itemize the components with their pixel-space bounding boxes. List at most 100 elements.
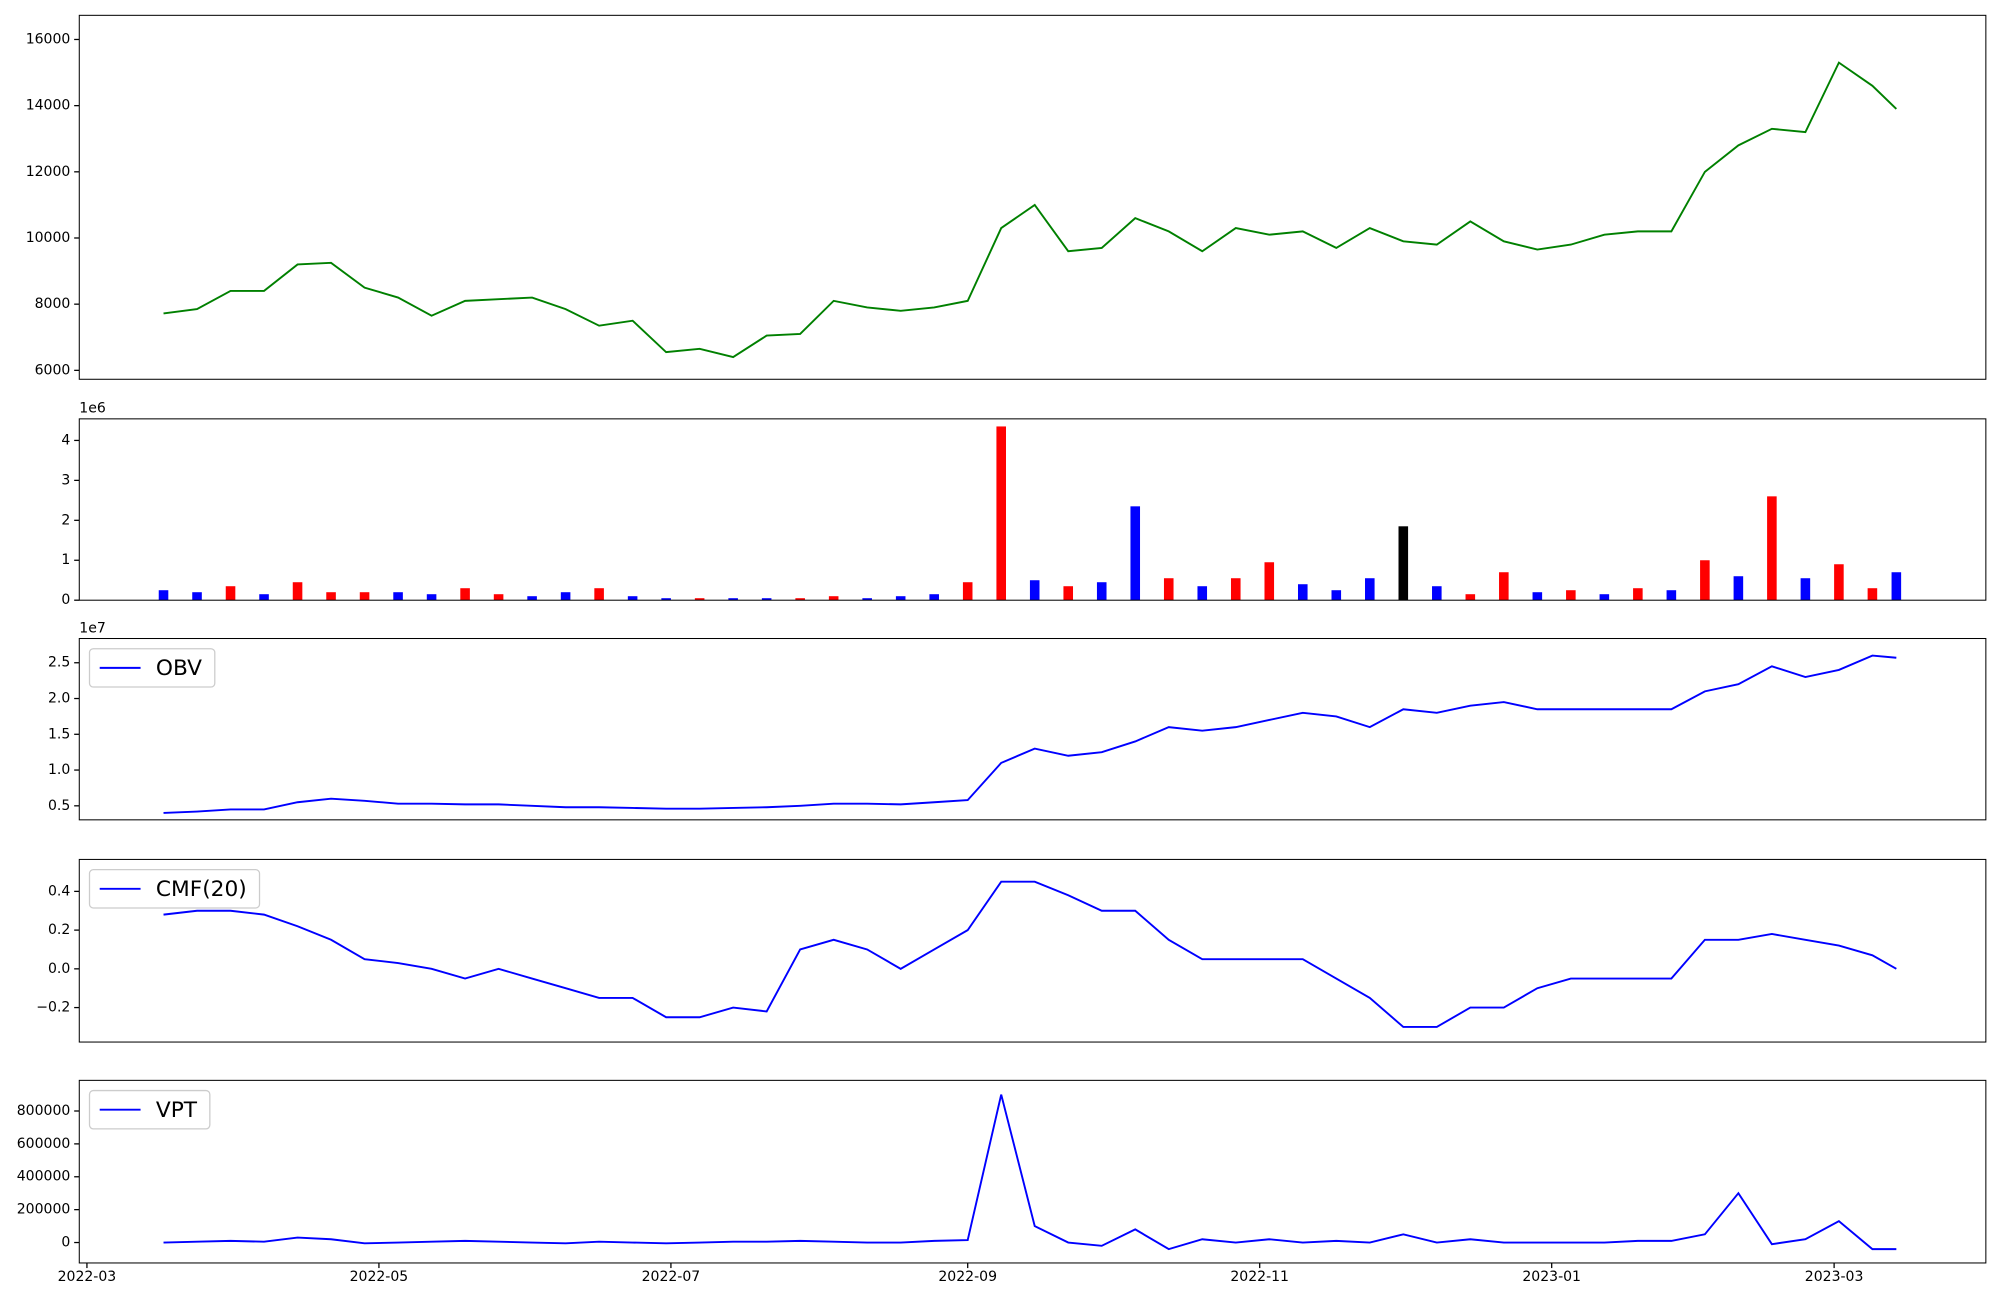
y-tick-label: 2.0 [48, 691, 70, 707]
legend-label: CMF(20) [156, 877, 247, 902]
offset-text: 1e7 [79, 620, 106, 636]
y-tick-label: 1.5 [48, 726, 70, 742]
volume-bar [996, 426, 1006, 601]
x-tick-label: 2022-03 [58, 1269, 117, 1285]
volume-bar [627, 596, 638, 601]
volume-bar [862, 598, 872, 601]
volume-bar [1891, 572, 1902, 601]
volume-bar [359, 592, 370, 601]
axes-frame [78, 637, 1987, 821]
data-line [163, 654, 1897, 814]
y-tick-label: 600000 [17, 1136, 71, 1152]
volume-bar [1499, 572, 1509, 601]
volume-bar [795, 598, 805, 601]
y-tick-label: 1.0 [48, 762, 70, 778]
y-tick-label: 12000 [26, 164, 71, 180]
y-tick-label: 2.5 [48, 655, 70, 671]
y-tick-label: 0.4 [48, 883, 70, 899]
legend-box [88, 1089, 211, 1130]
y-tick-label: 0.2 [48, 922, 70, 938]
axes-frame [78, 858, 1987, 1043]
volume-bar [594, 588, 604, 601]
y-tick-label: 14000 [26, 98, 71, 114]
y-tick-label: 0.0 [48, 961, 70, 977]
volume-bar [728, 598, 738, 601]
axes-frame [78, 1079, 1987, 1264]
volume-bar [962, 582, 973, 601]
legend-label: OBV [156, 656, 202, 681]
volume-bar [326, 592, 336, 601]
volume-bar [1834, 564, 1844, 601]
volume-bar [1733, 576, 1744, 601]
volume-bar [1432, 586, 1442, 601]
volume-bar [426, 594, 437, 601]
volume-bar [1800, 578, 1811, 601]
legend-label: VPT [156, 1098, 198, 1123]
axes-frame [78, 14, 1987, 380]
volume-bar [1532, 592, 1543, 601]
legend-box [88, 869, 261, 909]
volume-bar [1230, 578, 1241, 601]
volume-bar [292, 582, 303, 601]
volume-bar [1063, 586, 1074, 601]
y-tick-label: 0.5 [48, 798, 70, 814]
volume-bar [1130, 506, 1141, 601]
volume-bar [828, 596, 839, 601]
y-tick-label: 6000 [35, 362, 71, 378]
x-tick-label: 2022-07 [642, 1269, 701, 1285]
y-tick-label: 400000 [17, 1169, 71, 1185]
volume-bar [1297, 584, 1308, 601]
axes-frame [78, 418, 1987, 601]
volume-bar [1197, 586, 1208, 601]
y-tick-label: 1 [61, 552, 70, 568]
volume-bar [493, 594, 504, 601]
legend-box [88, 648, 216, 688]
volume-bar [1633, 588, 1643, 601]
volume-bar [694, 598, 705, 601]
y-tick-label: 4 [61, 432, 70, 448]
y-tick-label: −0.2 [36, 1000, 70, 1016]
y-tick-label: 800000 [17, 1103, 71, 1119]
volume-bar [225, 586, 236, 601]
x-tick-label: 2022-05 [350, 1269, 409, 1285]
data-line [163, 880, 1897, 1028]
volume-bar [1398, 526, 1409, 601]
volume-bar [1264, 562, 1275, 601]
y-tick-label: 0 [61, 1235, 70, 1251]
volume-bar [1331, 590, 1342, 601]
offset-text: 1e6 [79, 401, 106, 417]
y-tick-label: 3 [61, 472, 70, 488]
volume-bar [661, 598, 671, 601]
data-line [163, 61, 1898, 359]
volume-bar [460, 588, 470, 601]
y-tick-label: 0 [61, 592, 70, 608]
volume-bar [895, 596, 906, 601]
volume-bar [259, 594, 269, 601]
volume-bar [1767, 496, 1777, 601]
x-tick-label: 2023-03 [1805, 1269, 1864, 1285]
volume-bar [158, 590, 169, 601]
volume-bar [393, 592, 403, 601]
volume-bar [527, 596, 537, 601]
y-tick-label: 16000 [26, 31, 71, 47]
x-tick-label: 2022-09 [938, 1269, 997, 1285]
y-tick-label: 200000 [17, 1202, 71, 1218]
x-tick-label: 2023-01 [1522, 1269, 1581, 1285]
y-tick-label: 10000 [26, 230, 71, 246]
volume-bar [1599, 594, 1610, 601]
volume-bar [192, 592, 202, 601]
y-tick-label: 8000 [35, 296, 71, 312]
volume-bar [929, 594, 939, 601]
volume-bar [1163, 578, 1174, 601]
y-tick-label: 2 [61, 512, 70, 528]
volume-bar [560, 592, 571, 601]
x-tick-label: 2022-11 [1230, 1269, 1289, 1285]
volume-bar [1700, 560, 1710, 601]
volume-bar [761, 598, 772, 601]
volume-bar [1096, 582, 1107, 601]
volume-bar [1666, 590, 1677, 601]
volume-bar [1029, 580, 1040, 601]
data-line [163, 1094, 1897, 1251]
